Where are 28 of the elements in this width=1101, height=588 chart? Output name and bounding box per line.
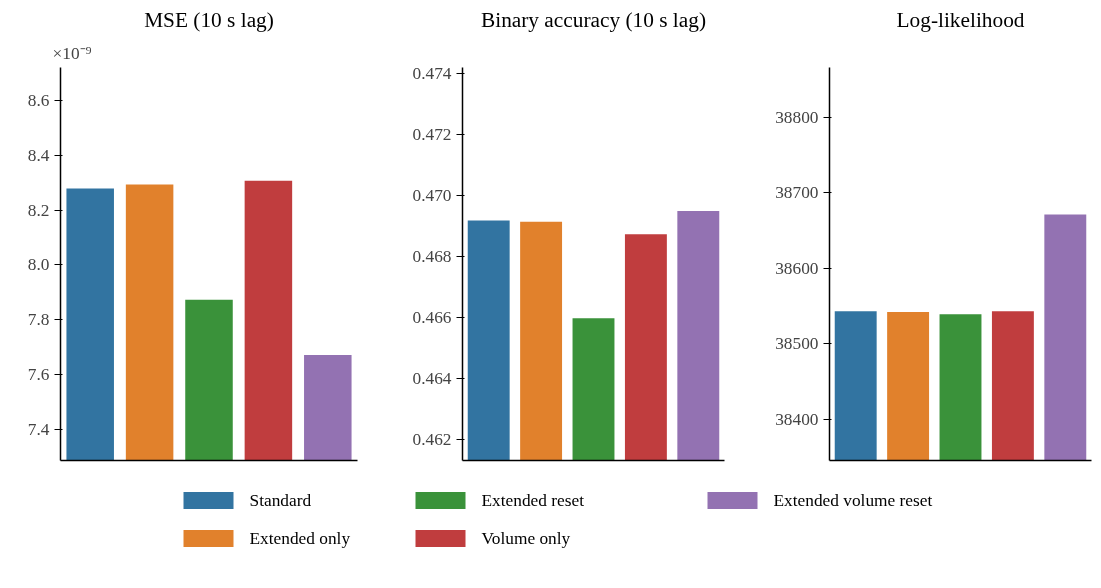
legend-label: Extended only xyxy=(249,529,351,548)
y-tick-label: 0.466 xyxy=(412,307,452,327)
y-tick-label: 7.6 xyxy=(27,365,50,385)
text: ×10⁻⁹ xyxy=(52,43,92,63)
chart-title: MSE (10 s lag) xyxy=(144,7,274,32)
y-tick-label: 0.474 xyxy=(412,64,452,84)
chart-title: Log-likelihood xyxy=(896,7,1025,32)
y-tick-label: 38700 xyxy=(775,183,819,203)
legend-label: Extended volume reset xyxy=(773,491,933,510)
y-tick-label: 38600 xyxy=(775,258,819,278)
chart-title: Binary accuracy (10 s lag) xyxy=(480,7,707,32)
y-tick-label: 8.6 xyxy=(27,90,50,110)
y-tick-label: 0.464 xyxy=(412,368,452,388)
y-tick-label: 8.2 xyxy=(27,200,50,220)
y-tick-label: 8.0 xyxy=(27,255,50,275)
y-tick-label: 38800 xyxy=(775,107,819,127)
y-tick-label: 0.472 xyxy=(412,125,452,145)
y-tick-label: 38500 xyxy=(775,334,819,354)
y-tick-label: 0.468 xyxy=(412,246,452,266)
y-tick-label: 7.4 xyxy=(27,420,50,440)
legend-label: Extended reset xyxy=(481,491,585,510)
legend-label: Volume only xyxy=(481,529,571,548)
legend-label: Standard xyxy=(249,491,312,510)
y-tick-label: 38400 xyxy=(775,409,819,429)
y-tick-label: 7.8 xyxy=(27,310,50,330)
y-tick-label: 8.4 xyxy=(27,145,50,165)
y-tick-label: 0.462 xyxy=(412,429,452,449)
y-tick-label: 0.470 xyxy=(412,185,452,205)
